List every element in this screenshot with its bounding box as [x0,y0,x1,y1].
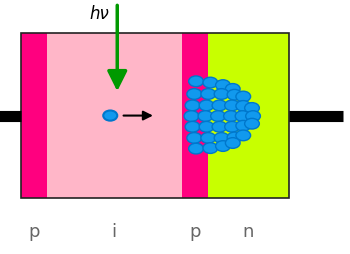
Circle shape [235,111,250,121]
Circle shape [225,100,239,111]
Circle shape [189,143,203,154]
Text: hν: hν [90,5,110,23]
Bar [21,33,289,198]
Bar [208,33,289,198]
Circle shape [187,133,202,143]
Bar [182,33,208,198]
Circle shape [184,111,199,121]
Circle shape [201,133,216,143]
Circle shape [199,100,214,111]
Circle shape [236,130,251,141]
Circle shape [201,89,216,99]
Bar [21,33,47,198]
Circle shape [245,118,259,129]
Circle shape [236,101,251,111]
Circle shape [185,100,200,111]
Circle shape [236,120,251,131]
Circle shape [212,121,227,132]
Circle shape [236,91,251,102]
Circle shape [199,121,214,132]
Circle shape [214,133,229,143]
Circle shape [185,121,200,132]
Circle shape [212,100,227,111]
Circle shape [225,138,240,148]
Bar [47,33,182,198]
Circle shape [227,89,242,100]
Circle shape [224,111,238,121]
Circle shape [203,143,218,153]
Circle shape [203,77,218,88]
Circle shape [216,80,230,90]
Circle shape [187,89,202,99]
Text: i: i [111,224,116,241]
Circle shape [225,84,240,94]
Circle shape [225,121,239,132]
Text: p: p [28,224,40,241]
Circle shape [216,141,230,151]
Circle shape [103,110,117,121]
Circle shape [189,76,203,87]
Circle shape [245,103,259,113]
Circle shape [246,111,260,121]
Circle shape [198,111,213,121]
Circle shape [227,132,242,143]
Circle shape [214,89,229,99]
Text: p: p [189,224,201,241]
Text: n: n [243,224,254,241]
Circle shape [211,111,225,121]
